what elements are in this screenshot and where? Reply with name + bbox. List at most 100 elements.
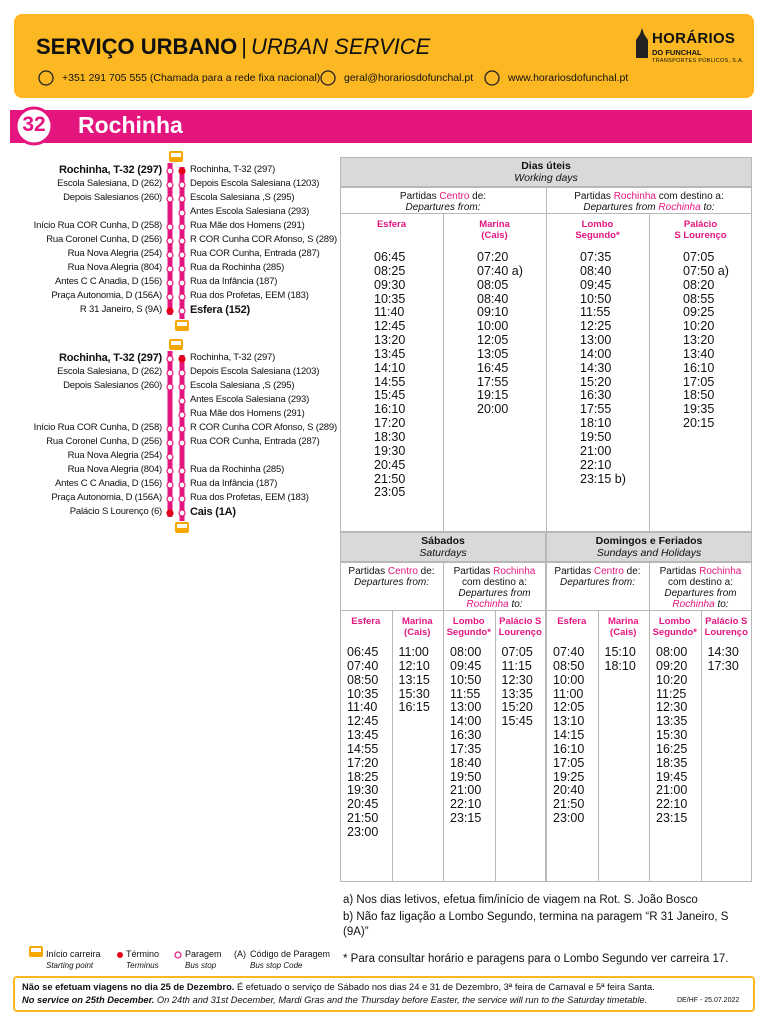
departure-time: 15:45	[501, 714, 533, 729]
departure-time: 15:20	[580, 374, 612, 389]
column-label: Lourenço	[704, 626, 748, 638]
footer-line: Não se efetuam viagens no dia 25 de Deze…	[22, 982, 655, 992]
bus-window	[177, 322, 187, 326]
table-divider	[494, 610, 496, 882]
departure-time: 21:50	[347, 811, 379, 826]
departure-time: 19:30	[374, 443, 406, 458]
column-label: Esfera	[376, 219, 407, 230]
header-banner	[14, 14, 754, 98]
departure-time: 13:00	[450, 700, 482, 715]
phone: +351 291 705 555 (Chamada para a rede fi…	[62, 72, 321, 84]
group-heading: Partidas Rochinha com destino a: Departur…	[548, 191, 750, 213]
table-divider	[443, 562, 444, 882]
bus-window	[171, 341, 181, 345]
stop-name: Início Rua COR Cunha, D (258)	[33, 422, 163, 433]
departure-time: 20:15	[683, 416, 715, 431]
bus-stop	[166, 425, 174, 433]
column-label: Palácio S	[705, 616, 748, 627]
departure-time: 16:10	[683, 360, 715, 375]
departure-time: 12:25	[580, 319, 612, 334]
time-column: 06:45 07:40 08:50 10:35 11:40 12:45 13:45 14:55…	[347, 645, 379, 840]
column-label: Palácio S	[499, 616, 542, 627]
logo-company: TRANSPORTES PÚBLICOS, S.A.	[652, 58, 744, 64]
bus-stop	[166, 181, 174, 189]
departure-time: 15:10	[604, 645, 636, 659]
departure-time: 13:40	[683, 346, 715, 361]
table-title: Domingos e Feriados	[595, 535, 703, 547]
heading-part: Departures from:	[353, 577, 430, 588]
stop-name: R 31 Janeiro, S (9A)	[79, 304, 162, 315]
stop-name: Depois Escola Salesiana (1203)	[190, 366, 320, 377]
group-heading: Partidas Rochinha com destino a: Departur…	[445, 566, 544, 610]
departure-time: 15:20	[501, 700, 533, 715]
bus-stop	[178, 495, 186, 503]
time-column: 08:00 09:45 10:50 11:55 13:00 14:00 16:30 17:35…	[450, 645, 482, 826]
heading-part: Rochinha	[658, 202, 701, 213]
departure-time: 12:45	[347, 714, 379, 729]
stop-name: Rua da Rochinha (285)	[190, 464, 285, 475]
departure-time: 08:05	[477, 277, 509, 292]
stop-name: Rua dos Profetas, EEM (183)	[190, 290, 309, 301]
stop-name: Praça Autonomia, D (156A)	[51, 290, 162, 301]
stop-name: Palácio S Lourenço (6)	[69, 506, 162, 517]
stop-name: Rochinha, T-32 (297)	[59, 164, 162, 176]
departure-time: 08:00	[450, 645, 482, 659]
stop-name: R COR Cunha COR Afonso, S (289)	[190, 422, 337, 433]
route-name: Rochinha	[78, 112, 183, 138]
departure-time: 08:40	[580, 263, 612, 278]
group-heading: Partidas Centro de: Departures from:	[342, 566, 441, 588]
departure-time: 07:40	[347, 658, 379, 673]
departure-time: 12:30	[656, 700, 688, 715]
departure-time: 19:30	[347, 783, 379, 798]
table-divider	[443, 562, 546, 563]
column-label: Lourenço	[498, 626, 542, 638]
stop-name: Rochinha, T-32 (297)	[59, 352, 162, 364]
column-label: Marina	[401, 616, 433, 627]
stop-name: Antes C C Anadia, D (156)	[55, 276, 162, 287]
heading-part: Departures from	[664, 588, 740, 599]
separator: |	[241, 34, 248, 59]
time-column: 07:35 08:40 09:45 10:50 11:55 12:25 13:00 14:00…	[580, 250, 626, 486]
departure-time: 20:40	[553, 783, 585, 798]
email: geral@horariosdofunchal.pt	[344, 72, 474, 84]
note: b) Não faz ligação a Lombo Segundo, term…	[343, 911, 729, 938]
heading-part: Partidas	[453, 566, 494, 577]
departure-time: 10:00	[477, 319, 509, 334]
departure-time: 10:50	[580, 291, 612, 306]
departure-time: 23:05	[374, 485, 406, 500]
departure-time: 13:10	[553, 714, 585, 729]
departure-time: 18:10	[580, 416, 612, 431]
departure-time: 21:50	[374, 471, 406, 486]
logo-name: HORÁRIOS	[652, 30, 736, 47]
departure-time: 06:45	[347, 645, 379, 659]
heading-part: de:	[623, 566, 641, 577]
departure-time: 18:10	[604, 658, 636, 673]
phone-icon	[38, 70, 54, 86]
departure-time: 14:55	[374, 374, 406, 389]
departure-time: 08:50	[553, 658, 585, 673]
heading-part: de:	[469, 191, 487, 202]
stop-name: Rochinha, T-32 (297)	[190, 164, 276, 175]
stop-name: Rua Nova Alegria (804)	[67, 262, 163, 273]
stop-name: Rua Mãe dos Homens (291)	[190, 408, 305, 419]
bus-window	[31, 948, 41, 952]
heading-part: Centro	[439, 191, 470, 202]
departure-time: 08:50	[347, 672, 379, 687]
table-divider	[546, 562, 649, 563]
bus-stop	[166, 293, 174, 301]
bus-stop	[178, 279, 186, 287]
departure-time: 16:10	[374, 402, 406, 417]
stop-name: Escola Salesiana ,S (295)	[190, 380, 295, 391]
column-label: (Cais)	[404, 626, 431, 638]
time-column: 07:20 07:40 a) 08:05 08:40 09:10 10:00 12:05 13…	[477, 250, 523, 417]
legend-label: Código de Paragem	[250, 949, 331, 959]
column-label: Marina	[607, 616, 639, 627]
table-header-bg	[340, 532, 546, 562]
table-divider	[649, 562, 752, 563]
heading-line: Partidas Centro de:	[342, 191, 544, 202]
departure-time: 12:05	[553, 700, 585, 715]
legend-terminus	[117, 952, 123, 958]
departure-time: 09:45	[580, 277, 612, 292]
stop-name: Esfera (152)	[190, 304, 250, 316]
departure-time: 17:20	[347, 755, 379, 770]
